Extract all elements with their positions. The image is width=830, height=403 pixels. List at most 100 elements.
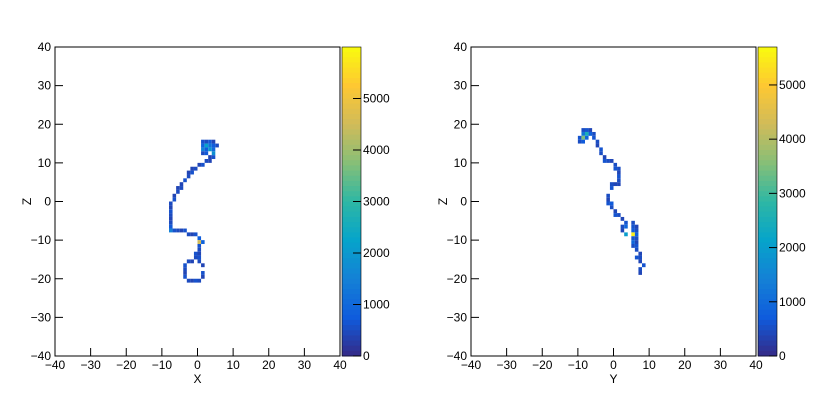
colorbar-segment <box>758 263 777 269</box>
colorbar-segment <box>758 314 777 321</box>
x-tick-label: 40 <box>749 358 763 372</box>
heat-cell <box>581 131 585 136</box>
heat-cell <box>617 182 621 187</box>
colorbar-segment <box>342 201 361 208</box>
heat-cell <box>183 263 187 268</box>
heat-cell <box>197 240 202 244</box>
heat-cell <box>179 228 184 233</box>
colorbar-segment <box>758 83 777 89</box>
heat-cell <box>592 135 596 140</box>
heat-cell <box>169 224 173 229</box>
colorbar-segment <box>758 232 777 239</box>
y-tick-label: 40 <box>38 40 52 54</box>
colorbar-segment <box>758 242 777 249</box>
heat-cell <box>190 232 194 237</box>
heat-cell <box>183 228 187 233</box>
heat-cell <box>169 201 173 206</box>
heat-cell <box>638 255 642 260</box>
x-tick-label: 0 <box>194 358 201 372</box>
heat-cell <box>215 143 219 148</box>
heat-cell <box>609 201 614 206</box>
colorbar-segment <box>342 253 361 259</box>
heat-cell <box>595 139 600 144</box>
colorbar-segment <box>342 191 361 197</box>
colorbar-segment <box>758 289 777 295</box>
colorbar-segment <box>342 108 361 115</box>
heat-cell <box>211 151 216 156</box>
colorbar-segment <box>758 134 777 141</box>
y-tick-label: 20 <box>454 117 468 131</box>
heat-cell <box>617 213 621 217</box>
colorbar-segment <box>342 62 361 69</box>
heat-cell <box>169 220 173 225</box>
y-tick-label: −30 <box>31 310 52 324</box>
heat-cell <box>606 159 610 163</box>
heat-cell <box>613 213 618 217</box>
colorbar-segment <box>342 119 361 125</box>
colorbar-segment <box>342 206 361 213</box>
heat-cell <box>617 178 621 183</box>
colorbar-segment <box>342 345 361 352</box>
colorbar-segment <box>758 268 777 275</box>
colorbar-segment <box>758 283 777 290</box>
y-tick-label: 30 <box>38 79 52 93</box>
colorbar-segment <box>342 113 361 120</box>
heat-cell <box>624 224 628 229</box>
colorbar-segment <box>758 201 777 208</box>
y-tick-label: 0 <box>44 195 51 209</box>
colorbar-segment <box>758 67 777 74</box>
colorbar-segment <box>758 124 777 130</box>
heat-cell <box>201 143 205 148</box>
heat-cell <box>204 143 209 148</box>
colorbar-segment <box>758 160 777 166</box>
y-tick-label: 20 <box>38 117 52 131</box>
heat-cell <box>585 135 589 140</box>
colorbar-segment <box>758 216 777 223</box>
colorbar-segment <box>342 150 361 156</box>
heat-cell <box>581 128 585 132</box>
colorbar-tick-label: 1000 <box>363 298 390 312</box>
x-tick-label: 40 <box>333 358 347 372</box>
colorbar-tick-label: 0 <box>363 349 370 363</box>
colorbar-segment <box>342 335 361 342</box>
colorbar-segment <box>758 103 777 110</box>
colorbar-segment <box>342 196 361 202</box>
heat-cell <box>169 216 173 221</box>
colorbar-segment <box>758 299 777 305</box>
x-tick-label: 10 <box>642 358 656 372</box>
colorbar-segment <box>342 278 361 285</box>
heat-cell <box>197 259 202 264</box>
colorbar-segment <box>342 330 361 336</box>
heat-cell <box>631 243 635 248</box>
heat-cell <box>197 236 202 241</box>
heat-cell <box>197 247 202 252</box>
colorbar-tick-label: 2000 <box>779 241 806 255</box>
heat-cell <box>577 135 582 140</box>
plot-frame <box>54 46 341 357</box>
heat-cell <box>186 278 191 283</box>
heat-cell <box>172 197 177 202</box>
colorbar-segment <box>758 345 777 352</box>
heat-cell <box>602 155 607 160</box>
colorbar-segment <box>758 247 777 254</box>
colorbar-segment <box>342 72 361 79</box>
colorbar-segment <box>342 268 361 275</box>
heat-cell <box>197 243 202 248</box>
colorbar-segment <box>758 350 777 357</box>
heat-cell <box>592 131 596 136</box>
heat-cell <box>585 131 589 136</box>
heat-cell <box>201 271 205 275</box>
heat-cell <box>581 135 585 140</box>
colorbar-frame <box>757 46 778 357</box>
colorbar-segment <box>758 253 777 259</box>
colorbar-segment <box>758 165 777 172</box>
colorbar-segment <box>342 57 361 63</box>
heat-cell <box>193 255 198 260</box>
x-tick-label: 20 <box>262 358 276 372</box>
colorbar-segment <box>342 299 361 305</box>
heat-cell <box>211 143 216 148</box>
colorbar-segment <box>758 273 777 280</box>
heat-cell <box>620 228 625 233</box>
heat-cell <box>631 220 635 225</box>
